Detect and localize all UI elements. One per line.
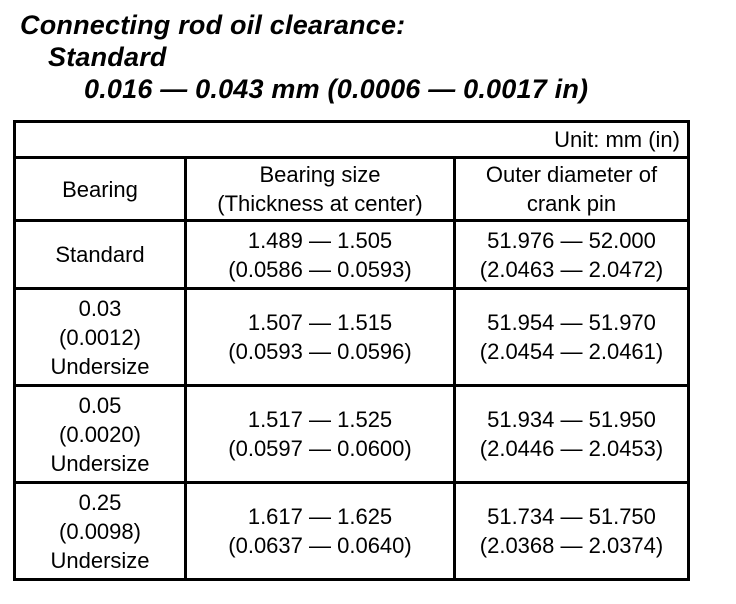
spec-heading-subtitle: Standard xyxy=(48,42,167,72)
spec-heading: Connecting rod oil clearance: Standard 0… xyxy=(0,0,736,105)
bearing-size-cell: 1.507 — 1.515 (0.0593 — 0.0596) xyxy=(184,287,456,387)
crank-pin-cell: 51.976 — 52.000 (2.0463 — 2.0472) xyxy=(453,219,690,290)
unit-note-row: Unit: mm (in) xyxy=(13,120,690,159)
crank-pin-cell: 51.934 — 51.950 (2.0446 — 2.0453) xyxy=(453,384,690,484)
oil-clearance-spec-table: Unit: mm (in) Bearing Bearing size (Thic… xyxy=(13,120,690,581)
bearing-cell: 0.25 (0.0098) Undersize xyxy=(13,481,187,581)
bearing-size-cell: 1.517 — 1.525 (0.0597 — 0.0600) xyxy=(184,384,456,484)
bearing-cell: 0.05 (0.0020) Undersize xyxy=(13,384,187,484)
table-row-standard: Standard 1.489 — 1.505 (0.0586 — 0.0593)… xyxy=(13,219,690,290)
column-header-bearing: Bearing xyxy=(13,156,187,222)
column-header-bearing-size: Bearing size (Thickness at center) xyxy=(184,156,456,222)
table-row-undersize-003: 0.03 (0.0012) Undersize 1.507 — 1.515 (0… xyxy=(13,287,690,387)
crank-pin-cell: 51.954 — 51.970 (2.0454 — 2.0461) xyxy=(453,287,690,387)
bearing-size-cell: 1.617 — 1.625 (0.0637 — 0.0640) xyxy=(184,481,456,581)
spec-heading-title: Connecting rod oil clearance: xyxy=(20,10,406,40)
table-row-undersize-005: 0.05 (0.0020) Undersize 1.517 — 1.525 (0… xyxy=(13,384,690,484)
table-header-row: Bearing Bearing size (Thickness at cente… xyxy=(13,156,690,222)
spec-heading-value: 0.016 — 0.043 mm (0.0006 — 0.0017 in) xyxy=(84,74,589,104)
bearing-cell: 0.03 (0.0012) Undersize xyxy=(13,287,187,387)
unit-note: Unit: mm (in) xyxy=(13,120,690,159)
crank-pin-cell: 51.734 — 51.750 (2.0368 — 2.0374) xyxy=(453,481,690,581)
table-row-undersize-025: 0.25 (0.0098) Undersize 1.617 — 1.625 (0… xyxy=(13,481,690,581)
bearing-cell: Standard xyxy=(13,219,187,290)
column-header-crank-pin: Outer diameter of crank pin xyxy=(453,156,690,222)
bearing-size-cell: 1.489 — 1.505 (0.0586 — 0.0593) xyxy=(184,219,456,290)
